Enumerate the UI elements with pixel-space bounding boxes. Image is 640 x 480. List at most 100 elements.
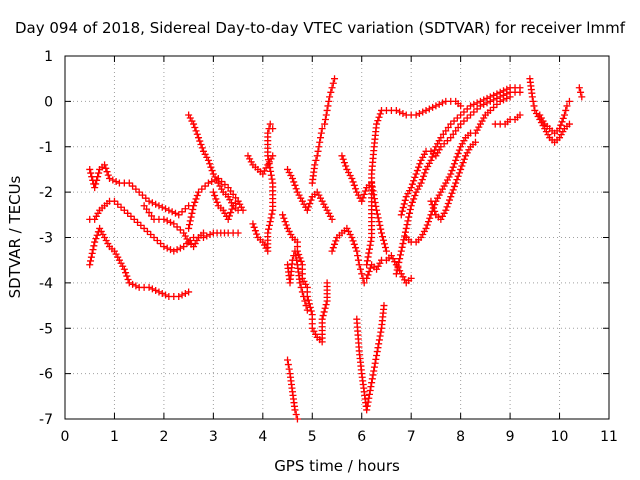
data-point [86, 165, 94, 173]
data-point [374, 214, 382, 222]
data-point [181, 205, 189, 213]
x-tick-label: 0 [61, 429, 70, 445]
data-point [300, 200, 308, 208]
data-point [237, 203, 245, 211]
data-point [282, 221, 290, 229]
data-point [320, 200, 328, 208]
data-point [266, 120, 274, 128]
data-point [101, 234, 109, 241]
data-point [247, 158, 255, 166]
data-point [327, 88, 335, 96]
data-point [208, 178, 216, 186]
data-point [420, 150, 428, 158]
data-point [443, 176, 451, 184]
data-point [376, 332, 384, 340]
data-point [410, 177, 418, 185]
data-point [460, 155, 468, 163]
data-point [421, 169, 429, 177]
data-point [427, 156, 435, 164]
data-point [129, 280, 137, 288]
data-point [206, 230, 214, 238]
data-point [115, 256, 123, 264]
data-point [407, 274, 415, 282]
data-point [259, 238, 267, 246]
data-point [475, 123, 483, 131]
data-point [267, 167, 275, 175]
data-point [292, 410, 300, 418]
data-point [280, 214, 288, 222]
data-point [208, 167, 216, 175]
data-point [411, 192, 419, 200]
data-point [439, 99, 447, 107]
y-tick-label: -3 [39, 231, 53, 247]
data-point [167, 218, 175, 226]
data-point [457, 111, 465, 119]
data-point [339, 155, 347, 163]
data-point [371, 359, 379, 367]
data-point [354, 256, 362, 264]
data-point [190, 202, 198, 210]
data-point [375, 340, 383, 348]
data-point [434, 194, 442, 202]
data-point [142, 194, 150, 202]
data-point [88, 249, 96, 257]
data-point [435, 100, 443, 108]
data-point [413, 167, 421, 175]
data-point [199, 147, 207, 155]
data-point [173, 246, 181, 254]
data-point [221, 209, 229, 217]
data-point [211, 173, 219, 181]
x-tick-label: 3 [209, 429, 218, 445]
data-point [407, 184, 415, 192]
data-point [191, 123, 199, 131]
data-point [302, 302, 310, 310]
data-point [575, 84, 583, 92]
data-point [290, 178, 298, 186]
data-point [89, 246, 97, 254]
data-point [532, 109, 540, 117]
data-point [180, 243, 188, 251]
x-tick-label: 5 [308, 429, 317, 445]
data-point [368, 379, 376, 387]
data-point [192, 195, 200, 203]
data-point [432, 102, 440, 110]
data-point [314, 147, 322, 155]
data-point [307, 307, 315, 315]
data-point [419, 153, 427, 161]
data-point [366, 264, 374, 272]
data-point [124, 209, 132, 217]
data-point [188, 117, 196, 125]
data-point [110, 247, 118, 255]
data-point [190, 120, 198, 128]
data-point [178, 208, 186, 216]
data-point [155, 288, 163, 296]
data-point [458, 140, 466, 148]
data-point [374, 262, 382, 270]
data-point [168, 208, 176, 216]
y-tick-label: -2 [39, 185, 53, 201]
data-point [322, 301, 330, 309]
x-axis-label: GPS time / hours [274, 457, 400, 475]
data-point [375, 218, 383, 226]
data-point [94, 209, 102, 217]
data-point [317, 129, 325, 137]
data-point [297, 194, 305, 202]
data-point [365, 245, 373, 253]
data-point [476, 120, 484, 128]
data-point [449, 186, 457, 194]
data-point [143, 227, 151, 235]
data-point [462, 152, 470, 160]
data-point [406, 209, 414, 217]
y-axis-label: SDTVAR / TECUs [6, 175, 24, 298]
data-point [424, 218, 432, 226]
data-point [267, 214, 275, 222]
data-point [399, 109, 407, 117]
data-point [366, 386, 374, 394]
data-point [292, 252, 300, 260]
data-point [457, 143, 465, 151]
data-point [185, 224, 193, 232]
data-point [490, 96, 498, 104]
data-point [226, 196, 234, 204]
data-point [176, 244, 184, 252]
data-point [307, 196, 315, 204]
